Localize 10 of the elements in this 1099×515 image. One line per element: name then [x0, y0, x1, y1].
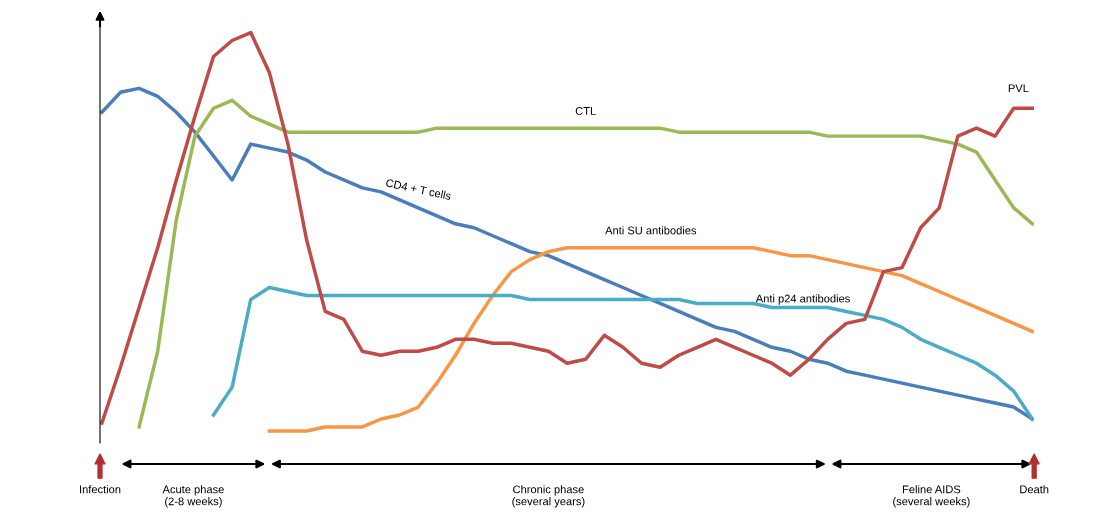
text: CD4 + T cells [385, 178, 452, 201]
text: Feline AIDS (several weeks) [893, 485, 970, 508]
series-label: CTL [575, 106, 596, 115]
text: Infection [80, 485, 121, 494]
series-label: PVL [1008, 84, 1029, 93]
text: Chronic phase (several years) [512, 485, 585, 508]
series-label: Anti p24 antibodies [755, 294, 850, 305]
series-label: Anti SU antibodies [605, 226, 697, 235]
text: Death [1020, 485, 1049, 494]
text: Acute phase (2-8 weeks) [162, 485, 224, 508]
